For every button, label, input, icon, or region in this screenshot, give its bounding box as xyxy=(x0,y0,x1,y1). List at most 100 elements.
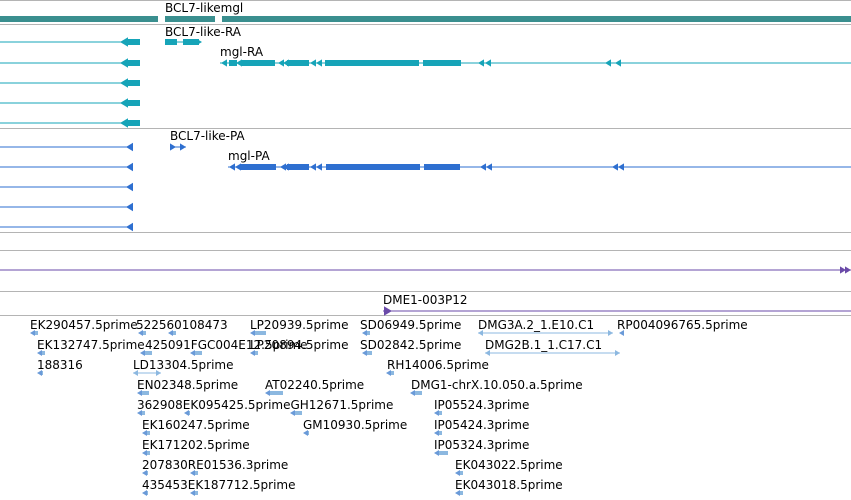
strand-arrow-left xyxy=(615,59,621,67)
est-label[interactable]: IP05324.3prime xyxy=(434,438,530,452)
transcript-exon xyxy=(229,60,237,66)
strand-arrow-left xyxy=(316,163,322,171)
est-label[interactable]: EK171202.5prime xyxy=(142,438,250,452)
est-arrow xyxy=(434,430,439,436)
transcript-exon xyxy=(423,60,461,66)
strand-arrow-left xyxy=(235,163,241,171)
est-arrow xyxy=(250,330,255,336)
est-arrow xyxy=(137,410,142,416)
est-label[interactable]: EK132747.5prime xyxy=(37,338,145,352)
est-arrow xyxy=(190,350,195,356)
est-feature xyxy=(142,331,146,335)
est-arrow xyxy=(156,370,161,376)
est-arrow xyxy=(190,470,195,476)
protein-label-bcl7-like-pa[interactable]: BCL7-like-PA xyxy=(170,129,245,143)
est-arrow xyxy=(386,370,391,376)
est-label[interactable]: DMG1-chrX.10.050.a.5prime xyxy=(411,378,583,392)
est-feature xyxy=(254,331,266,335)
est-label[interactable]: 207830RE01536.3prime xyxy=(142,458,289,472)
est-feature xyxy=(269,391,283,395)
est-label[interactable]: LD13304.5prime xyxy=(133,358,234,372)
strand-arrow-left xyxy=(236,59,242,67)
est-feature xyxy=(459,491,463,495)
est-arrow xyxy=(290,410,295,416)
protein-exon xyxy=(326,164,420,170)
protein-label-mgl-pa[interactable]: mgl-PA xyxy=(228,149,270,163)
strand-arrow-left xyxy=(126,182,133,192)
est-label[interactable]: EN02348.5prime xyxy=(137,378,239,392)
est-label[interactable]: 362908EK095425.5primeGH12671.5prime xyxy=(137,398,394,412)
strand-arrow-left xyxy=(283,163,289,171)
est-arrow xyxy=(168,330,173,336)
est-label[interactable]: DMG2B.1_1.C17.C1 xyxy=(485,338,603,352)
est-arrow xyxy=(142,450,147,456)
est-arrow xyxy=(434,410,439,416)
est-label[interactable]: GM10930.5prime xyxy=(303,418,408,432)
strand-arrow-left xyxy=(126,162,133,172)
est-label[interactable]: LP20939.5prime xyxy=(250,318,349,332)
strand-arrow-left xyxy=(618,163,624,171)
strand-arrow-right xyxy=(845,266,851,274)
transcript-exon xyxy=(165,39,177,45)
est-label[interactable]: EK160247.5prime xyxy=(142,418,250,432)
strand-arrow-left xyxy=(120,78,128,88)
strand-arrow-left xyxy=(310,163,316,171)
est-arrow xyxy=(608,330,613,336)
est-label[interactable]: AT02240.5prime xyxy=(265,378,365,392)
est-arrow xyxy=(140,350,145,356)
est-label[interactable]: LP20894.5prime xyxy=(250,338,349,352)
gene-label-bcl7-like-mgl[interactable]: BCL7-likemgl xyxy=(165,1,244,15)
est-feature xyxy=(34,331,38,335)
strand-arrow-left xyxy=(605,59,611,67)
est-arrow xyxy=(133,370,138,376)
est-feature xyxy=(438,411,442,415)
transcript-exon xyxy=(287,60,309,66)
est-label[interactable]: EK043022.5prime xyxy=(455,458,563,472)
est-label[interactable]: SD06949.5prime xyxy=(360,318,462,332)
est-label[interactable]: 522560108473 xyxy=(136,318,228,332)
transcript-label-mgl-ra[interactable]: mgl-RA xyxy=(220,45,264,59)
est-label[interactable]: 425091FGC004E12.5prime xyxy=(145,338,308,352)
strand-arrow-left xyxy=(120,58,128,68)
est-label[interactable]: RP004096765.5prime xyxy=(617,318,748,332)
est-feature xyxy=(146,431,150,435)
strand-arrow-left xyxy=(221,59,227,67)
transcript-exon xyxy=(128,80,140,86)
transcript-label-bcl7-like-ra[interactable]: BCL7-like-RA xyxy=(165,25,242,39)
strand-arrow-left xyxy=(485,59,491,67)
est-label[interactable]: DMG3A.2_1.E10.C1 xyxy=(478,318,595,332)
est-feature xyxy=(194,351,202,355)
est-feature xyxy=(438,431,442,435)
strand-arrow-left xyxy=(310,59,316,67)
protein-exon xyxy=(424,164,460,170)
est-label[interactable]: EK043018.5prime xyxy=(455,478,563,492)
est-feature xyxy=(194,471,198,475)
clone-label-dme1-003p12[interactable]: DME1-003P12 xyxy=(383,293,468,307)
est-label[interactable]: RH14006.5prime xyxy=(387,358,489,372)
strand-arrow-left xyxy=(120,37,128,47)
est-label[interactable]: SD02842.5prime xyxy=(360,338,462,352)
est-label[interactable]: 188316 xyxy=(37,358,83,372)
est-arrow xyxy=(265,390,270,396)
est-label[interactable]: IP05424.3prime xyxy=(434,418,530,432)
transcript-exon xyxy=(128,100,140,106)
est-arrow xyxy=(455,470,460,476)
est-feature xyxy=(41,351,45,355)
est-arrow xyxy=(615,350,620,356)
est-feature xyxy=(414,391,422,395)
strand-arrow-left xyxy=(486,163,492,171)
est-label[interactable]: 435453EK187712.5prime xyxy=(142,478,296,492)
est-feature xyxy=(194,491,198,495)
est-arrow xyxy=(190,490,195,496)
est-arrow xyxy=(142,470,147,476)
est-arrow xyxy=(137,390,142,396)
est-feature xyxy=(459,471,463,475)
est-label[interactable]: IP05524.3prime xyxy=(434,398,530,412)
est-arrow xyxy=(142,430,147,436)
est-arrow xyxy=(37,370,42,376)
est-label[interactable]: EK290457.5prime xyxy=(30,318,138,332)
est-feature xyxy=(172,331,176,335)
gene-bar-mgl xyxy=(222,16,851,22)
strand-arrow-right xyxy=(840,266,846,274)
